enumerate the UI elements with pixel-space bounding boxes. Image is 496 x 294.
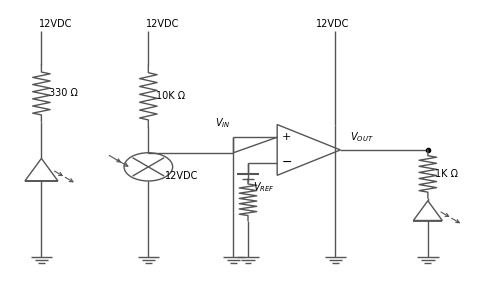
Text: $V_{OUT}$: $V_{OUT}$ xyxy=(350,131,373,144)
Text: 12VDC: 12VDC xyxy=(39,19,72,29)
Text: 12VDC: 12VDC xyxy=(316,19,349,29)
Text: 1K Ω: 1K Ω xyxy=(435,169,458,179)
Text: 12VDC: 12VDC xyxy=(146,19,179,29)
Text: +: + xyxy=(282,132,292,142)
Text: 10K Ω: 10K Ω xyxy=(156,91,185,101)
Text: 330 Ω: 330 Ω xyxy=(49,88,77,98)
Text: −: − xyxy=(282,156,292,169)
Text: $V_{IN}$: $V_{IN}$ xyxy=(215,116,231,130)
Text: $V_{REF}$: $V_{REF}$ xyxy=(253,180,275,194)
Text: 12VDC: 12VDC xyxy=(165,171,199,181)
